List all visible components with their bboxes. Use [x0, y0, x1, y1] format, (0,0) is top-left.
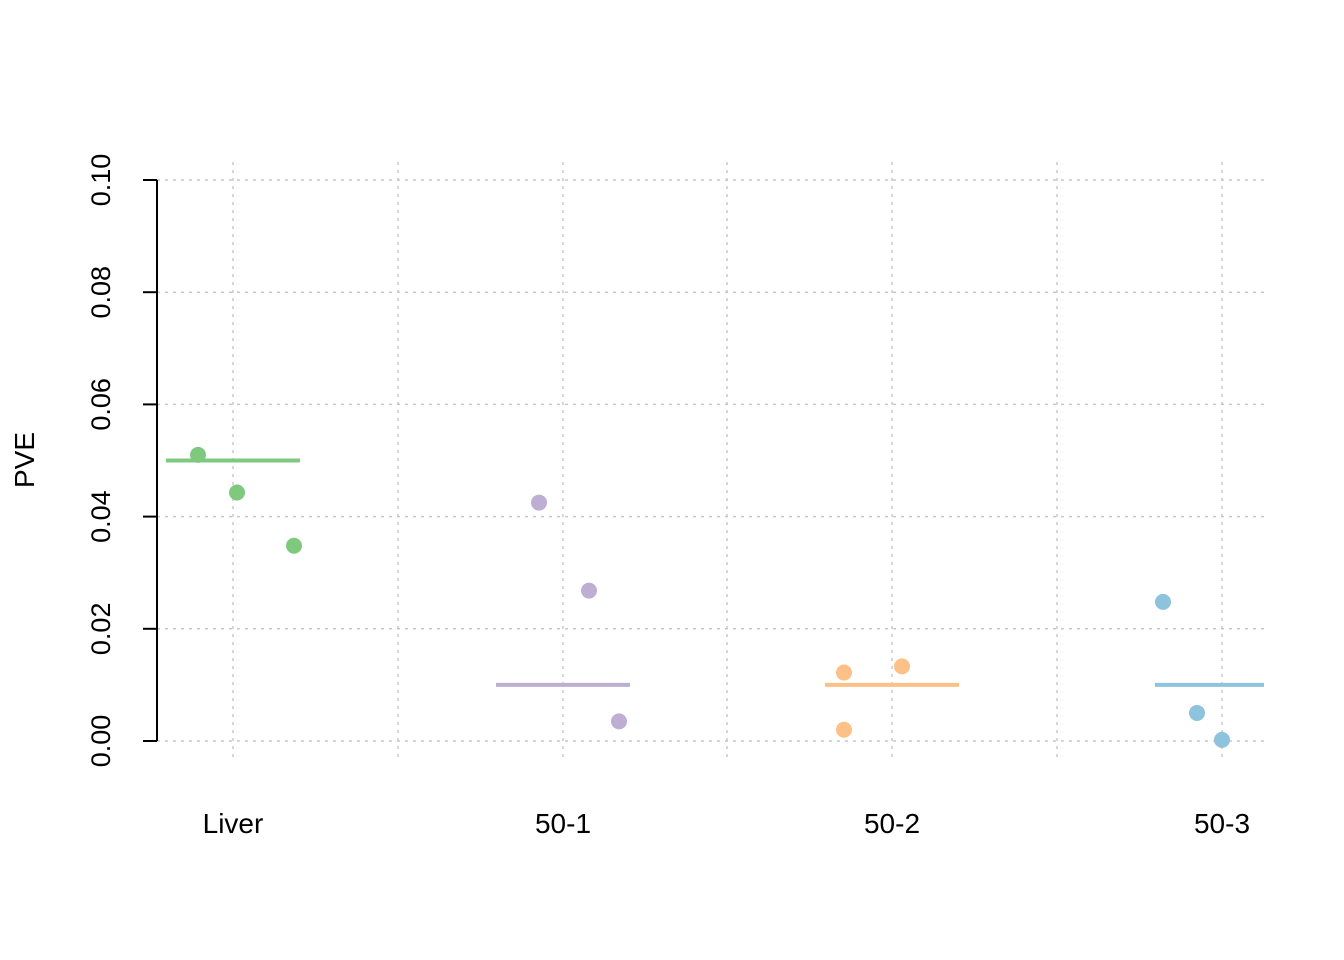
x-category-label: Liver — [203, 808, 264, 839]
data-point-50-3 — [1189, 704, 1205, 721]
y-tick-label: 0.08 — [86, 266, 116, 319]
y-tick-label: 0.10 — [86, 154, 116, 207]
x-category-label: 50-2 — [864, 808, 920, 839]
data-point-50-2 — [836, 664, 852, 681]
y-tick-label: 0.00 — [86, 715, 116, 768]
data-points — [190, 446, 1230, 748]
data-point-50-3 — [1155, 593, 1171, 610]
data-point-50-2 — [894, 658, 910, 675]
reference-lines — [166, 458, 1264, 687]
data-point-50-1 — [581, 582, 597, 599]
x-category-label: 50-3 — [1194, 808, 1250, 839]
data-point-50-1 — [531, 494, 547, 511]
data-point-50-3 — [1214, 731, 1230, 748]
data-point-liver — [229, 484, 245, 501]
data-point-liver — [190, 446, 206, 463]
data-point-50-1 — [611, 713, 627, 730]
grid — [157, 162, 1264, 762]
y-tick-label: 0.06 — [86, 378, 116, 431]
x-category-label: 50-1 — [535, 808, 591, 839]
y-axis-title: PVE — [9, 432, 40, 488]
y-tick-label: 0.02 — [86, 603, 116, 656]
y-tick-label: 0.04 — [86, 490, 116, 543]
data-point-liver — [286, 537, 302, 554]
data-point-50-2 — [836, 721, 852, 738]
y-axis-ticks: 0.00 0.02 0.04 0.06 0.08 0.10 — [86, 154, 157, 768]
category-labels: Liver 50-1 50-2 50-3 — [203, 808, 1250, 839]
